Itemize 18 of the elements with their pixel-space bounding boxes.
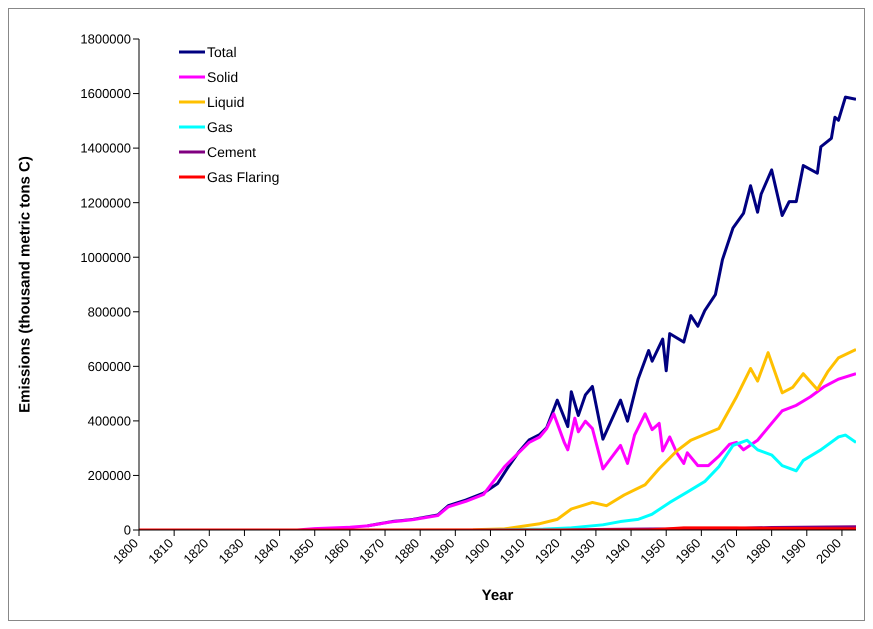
legend-label: Liquid [207,94,244,110]
y-tick-label: 800000 [88,304,131,320]
y-tick-label: 1200000 [80,195,131,210]
legend-label: Total [207,44,237,60]
y-axis-title: Emissions (thousand metric tons C) [16,156,34,413]
y-tick-label: 400000 [88,414,131,429]
y-tick-label: 1600000 [80,86,131,102]
y-tick-label: 1000000 [80,250,131,265]
legend-label: Gas [207,118,233,134]
y-tick-label: 0 [124,522,131,538]
legend-label: Gas Flaring [207,168,280,184]
x-axis-title: Year [482,587,514,604]
y-tick-label: 1400000 [80,140,131,156]
legend-label: Cement [207,144,256,160]
legend-label: Solid [207,68,238,84]
y-tick-label: 200000 [88,468,131,484]
y-tick-label: 600000 [88,358,131,374]
y-tick-label: 1800000 [80,32,131,47]
